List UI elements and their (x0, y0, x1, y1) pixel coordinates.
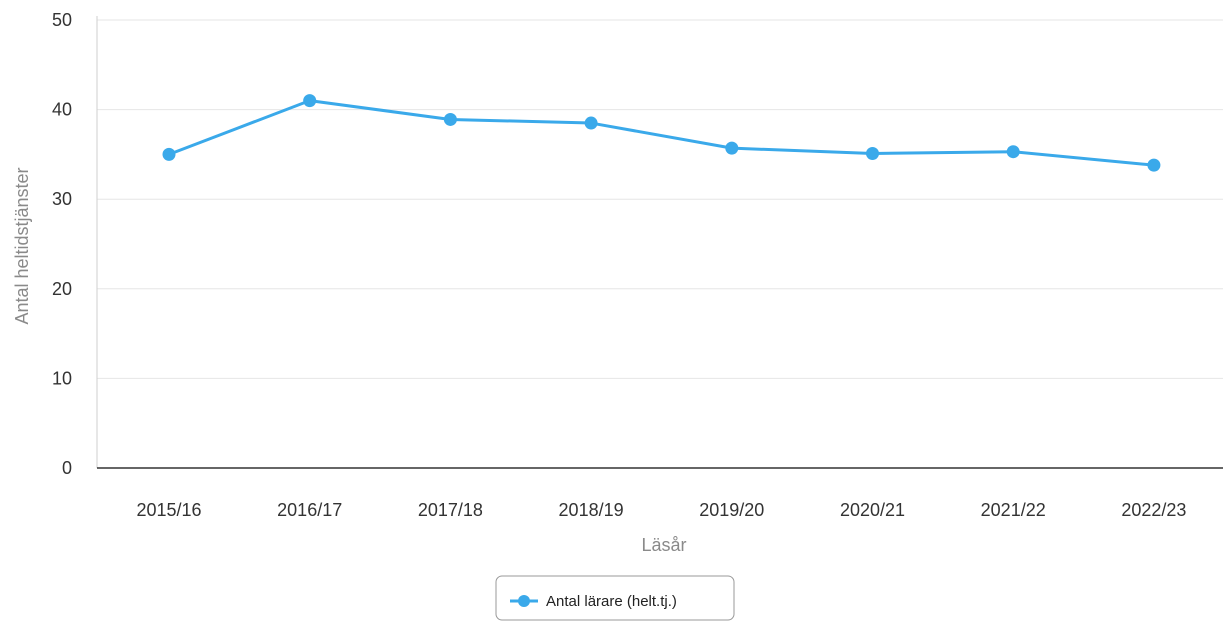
legend-box[interactable] (495, 575, 735, 621)
legend[interactable]: Antal lärare (helt.tj.) (495, 575, 735, 621)
legend-series-label: Antal lärare (helt.tj.) (546, 593, 677, 610)
data-point[interactable] (725, 141, 739, 155)
y-tick-label: 10 (52, 368, 72, 388)
axes (96, 16, 1223, 469)
y-tick-label: 30 (52, 189, 72, 209)
x-tick-labels: 2015/16 2016/17 2017/18 2018/19 2019/20 2020/… (136, 500, 1186, 520)
x-tick-label: 2021/22 (981, 500, 1046, 520)
series-line (167, 99, 1156, 167)
x-axis-title: Läsår (641, 535, 686, 555)
data-point[interactable] (1006, 145, 1020, 159)
y-tick-label: 40 (52, 100, 72, 120)
x-tick-label: 2020/21 (840, 500, 905, 520)
y-tick-label: 0 (62, 458, 72, 478)
series-group (162, 94, 1161, 172)
data-point[interactable] (443, 112, 457, 126)
data-point[interactable] (1147, 158, 1161, 172)
y-tick-labels: 0 10 20 30 40 50 (52, 10, 72, 478)
gridlines (97, 19, 1223, 379)
x-tick-label: 2015/16 (136, 500, 201, 520)
x-tick-label: 2016/17 (277, 500, 342, 520)
data-point[interactable] (162, 147, 176, 161)
y-tick-label: 50 (52, 10, 72, 30)
data-point[interactable] (303, 94, 317, 108)
y-tick-label: 20 (52, 279, 72, 299)
x-tick-label: 2017/18 (418, 500, 483, 520)
x-tick-label: 2022/23 (1121, 500, 1186, 520)
x-tick-label: 2018/19 (559, 500, 624, 520)
y-axis-title: Antal heltidstjänster (12, 167, 32, 324)
data-point[interactable] (866, 147, 879, 161)
legend-series-marker-icon (518, 595, 530, 607)
data-point[interactable] (584, 116, 598, 130)
x-tick-label: 2019/20 (699, 500, 764, 520)
